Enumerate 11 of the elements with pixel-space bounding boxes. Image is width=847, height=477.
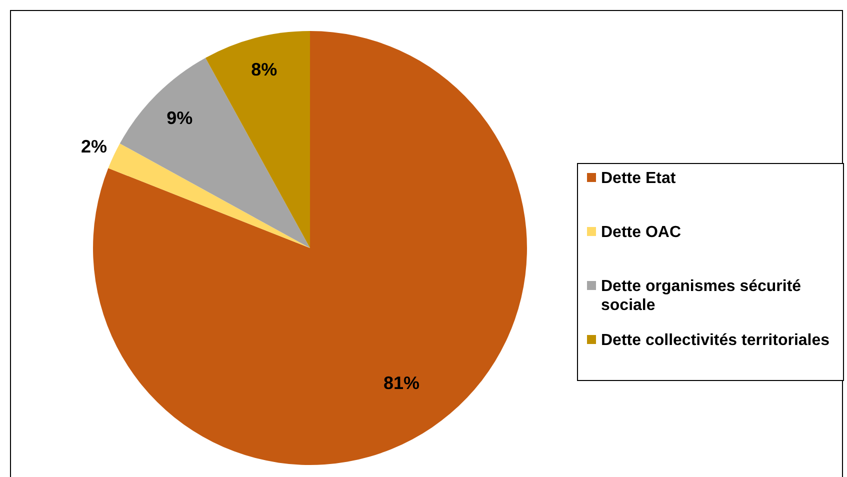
- data-label: 8%: [251, 60, 278, 80]
- data-label: 2%: [81, 136, 108, 157]
- legend-label: Dette Etat: [601, 170, 676, 187]
- pie-slice: [120, 58, 310, 248]
- pie-slice: [108, 143, 310, 248]
- pie-slice: [205, 31, 310, 248]
- legend-label: Dette collectivités territoriales: [601, 332, 830, 349]
- legend-label: Dette organismes sécurité sociale: [601, 278, 802, 314]
- legend-label: Dette OAC: [601, 224, 682, 241]
- data-label: 81%: [383, 372, 420, 393]
- data-label: 9%: [166, 108, 193, 128]
